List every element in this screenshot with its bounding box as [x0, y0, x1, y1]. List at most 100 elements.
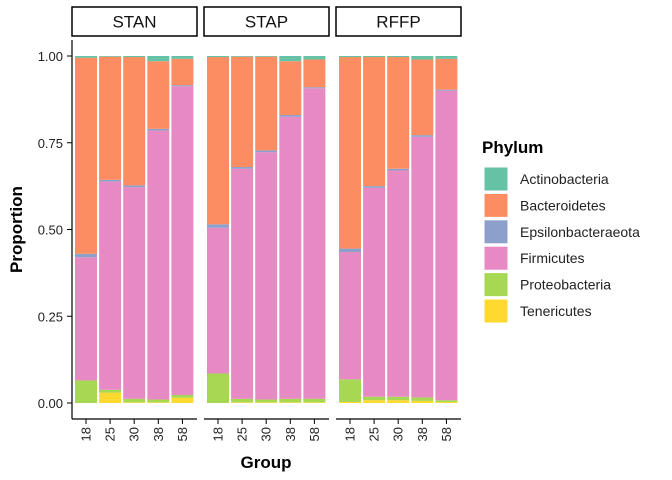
bar-segment-bacteroidetes — [279, 61, 302, 115]
bar-segment-bacteroidetes — [435, 58, 458, 90]
bar-segment-epsilonbacteraeota — [339, 248, 361, 253]
bar-group-rffp-38 — [411, 56, 434, 403]
bar-segment-epsilonbacteraeota — [99, 179, 122, 182]
bar-group-stan-58 — [171, 56, 194, 403]
bar-segment-bacteroidetes — [411, 59, 434, 136]
y-tick-label: 0.75 — [38, 136, 63, 151]
x-axis-title: Group — [241, 453, 292, 472]
bar-segment-bacteroidetes — [255, 56, 278, 151]
bar-segment-tenericutes — [231, 402, 254, 403]
bar-group-stap-30 — [255, 56, 278, 403]
facet-strip — [71, 6, 198, 37]
bar-segment-tenericutes — [435, 401, 458, 403]
bar-segment-bacteroidetes — [147, 61, 170, 129]
bar-group-stan-18 — [75, 56, 97, 403]
bar-segment-bacteroidetes — [75, 57, 97, 254]
bar-segment-actinobacteria — [123, 56, 146, 58]
bar-segment-tenericutes — [123, 402, 146, 403]
bar-segment-tenericutes — [363, 400, 386, 403]
bar-segment-actinobacteria — [339, 56, 361, 58]
bar-segment-firmicutes — [279, 116, 302, 399]
bar-segment-bacteroidetes — [363, 57, 386, 187]
legend-swatch — [483, 192, 509, 218]
bar-segment-tenericutes — [171, 397, 194, 403]
bar-segment-tenericutes — [147, 402, 170, 403]
legend-items: Actinobacteria Bacteroidetes Epsilonbacter… — [483, 166, 640, 324]
bar-segment-tenericutes — [411, 400, 434, 403]
bar-segment-epsilonbacteraeota — [147, 128, 170, 131]
bar-segment-bacteroidetes — [171, 58, 194, 86]
bar-segment-proteobacteria — [147, 399, 170, 403]
y-axis-title: Proportion — [7, 186, 26, 273]
bar-segment-firmicutes — [303, 88, 326, 399]
bar-segment-actinobacteria — [411, 56, 434, 60]
bar-segment-epsilonbacteraeota — [363, 186, 386, 188]
y-tick-label: 0.25 — [38, 309, 63, 324]
bar-segment-bacteroidetes — [99, 56, 122, 180]
x-tick-label: 25 — [235, 427, 250, 441]
bar-segment-actinobacteria — [207, 56, 229, 58]
bar-group-rffp-18 — [339, 56, 361, 403]
bar-segment-actinobacteria — [75, 56, 97, 58]
bar-segment-tenericutes — [339, 401, 361, 403]
legend-label: Proteobacteria — [520, 277, 611, 293]
bar-group-rffp-58 — [435, 56, 458, 403]
bar-segment-bacteroidetes — [207, 57, 229, 225]
legend-label: Epsilonbacteraeota — [520, 224, 640, 240]
bar-group-stap-18 — [207, 56, 229, 403]
legend-label: Bacteroidetes — [520, 197, 606, 213]
bar-segment-proteobacteria — [255, 399, 278, 403]
y-ticks: 0.00 0.25 0.50 0.75 1.00 — [38, 49, 72, 411]
bar-segment-epsilonbacteraeota — [387, 168, 410, 171]
bar-segment-actinobacteria — [99, 56, 122, 57]
legend-item-firmicutes: Firmicutes — [483, 245, 585, 271]
y-tick-label: 0.00 — [38, 396, 63, 411]
bar-segment-tenericutes — [279, 402, 302, 403]
x-tick-label: 30 — [127, 427, 142, 441]
legend-item-actinobacteria: Actinobacteria — [483, 166, 609, 192]
legend-swatch — [483, 272, 509, 298]
bar-segment-epsilonbacteraeota — [123, 185, 146, 188]
x-tick-label: 58 — [439, 427, 454, 441]
legend: Phylum Actinobacteria Bacteroidetes Epsilo… — [482, 138, 640, 324]
legend-item-tenericutes: Tenericutes — [483, 298, 592, 324]
x-tick-label: 30 — [391, 427, 406, 441]
x-tick-label: 38 — [151, 427, 166, 441]
x-tick-label: 18 — [211, 427, 226, 441]
bar-segment-proteobacteria — [435, 400, 458, 402]
bar-segment-firmicutes — [147, 130, 170, 400]
bar-segment-proteobacteria — [411, 397, 434, 401]
legend-label: Tenericutes — [520, 303, 592, 319]
bar-segment-actinobacteria — [279, 56, 302, 62]
bar-group-stap-58 — [303, 56, 326, 403]
bar-segment-bacteroidetes — [303, 59, 326, 88]
facet-panel-rffp: RFFP 18 25 30 38 58 — [335, 6, 462, 441]
y-tick-label: 1.00 — [38, 49, 63, 64]
bar-segment-actinobacteria — [147, 56, 170, 62]
bar-segment-proteobacteria — [123, 398, 146, 403]
facet-strip — [203, 6, 330, 37]
facet-strip-label: RFFP — [376, 13, 420, 32]
x-tick-label: 18 — [343, 427, 358, 441]
y-axis: 0.00 0.25 0.50 0.75 1.00 — [38, 40, 73, 419]
legend-item-epsilonbacteraeota: Epsilonbacteraeota — [483, 219, 640, 245]
bar-segment-firmicutes — [171, 86, 194, 396]
facet-panels: STAN 18 25 30 38 58 STAP 18 25 30 38 58 RFFP 18 25 30 38… — [71, 6, 462, 441]
bar-segment-proteobacteria — [303, 398, 326, 403]
bar-group-rffp-30 — [387, 56, 410, 403]
facet-panel-stan: STAN 18 25 30 38 58 — [71, 6, 198, 441]
x-tick-label: 25 — [103, 427, 118, 441]
bar-segment-bacteroidetes — [387, 57, 410, 169]
bar-segment-actinobacteria — [387, 56, 410, 58]
bar-segment-tenericutes — [387, 400, 410, 403]
legend-swatch — [483, 298, 509, 324]
bar-segment-proteobacteria — [279, 398, 302, 403]
x-tick-label: 38 — [415, 427, 430, 441]
legend-item-bacteroidetes: Bacteroidetes — [483, 192, 606, 218]
bar-segment-actinobacteria — [171, 56, 194, 59]
legend-title: Phylum — [482, 138, 543, 157]
x-tick-label: 58 — [307, 427, 322, 441]
bar-segment-actinobacteria — [255, 56, 278, 57]
bar-segment-firmicutes — [231, 168, 254, 399]
